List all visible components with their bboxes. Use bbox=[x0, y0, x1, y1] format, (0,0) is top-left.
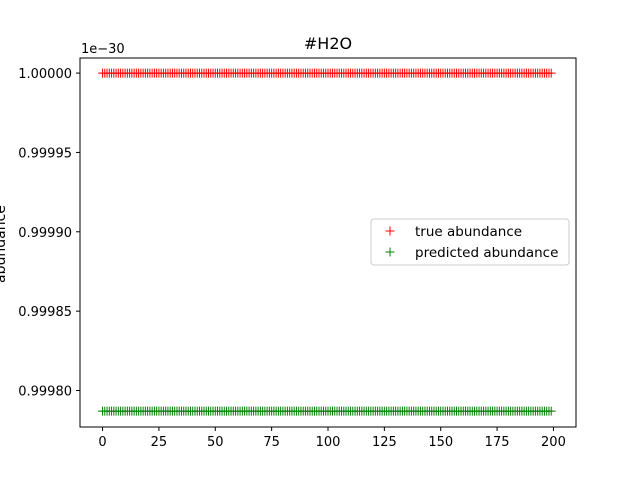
x-tick-label: 25 bbox=[151, 435, 168, 450]
legend-marker bbox=[385, 226, 395, 236]
x-tick-label: 150 bbox=[428, 435, 453, 450]
data-point bbox=[546, 68, 556, 78]
chart-title: #H2O bbox=[304, 34, 352, 53]
legend-label: true abundance bbox=[415, 224, 522, 240]
y-tick-label: 0.99980 bbox=[18, 384, 72, 399]
y-tick-label: 1.00000 bbox=[18, 67, 72, 82]
y-tick-label: 0.99985 bbox=[18, 305, 72, 320]
legend-box bbox=[370, 218, 570, 266]
y-axis-label: abundance bbox=[0, 205, 9, 283]
series-1 bbox=[98, 68, 556, 78]
legend-marker bbox=[385, 247, 395, 257]
series-2 bbox=[98, 406, 556, 416]
data-point bbox=[546, 406, 556, 416]
x-tick-label: 200 bbox=[541, 435, 566, 450]
x-tick-label: 175 bbox=[485, 435, 510, 450]
y-tick-label: 0.99995 bbox=[18, 146, 72, 161]
x-tick-label: 50 bbox=[207, 435, 224, 450]
legend: true abundance predicted abundance bbox=[370, 218, 570, 266]
series-layer bbox=[98, 68, 556, 416]
y-tick-label: 0.99990 bbox=[18, 226, 72, 241]
x-tick-label: 0 bbox=[98, 435, 106, 450]
legend-label: predicted abundance bbox=[415, 245, 558, 261]
x-tick-label: 125 bbox=[372, 435, 397, 450]
y-offset-text: 1e−30 bbox=[81, 42, 125, 57]
axes-layer: 0 25 50 75 100 125 150 175 200 0.99980 0.99985 0.99… bbox=[18, 57, 577, 450]
x-tick-label: 100 bbox=[316, 435, 341, 450]
x-tick-label: 75 bbox=[263, 435, 280, 450]
